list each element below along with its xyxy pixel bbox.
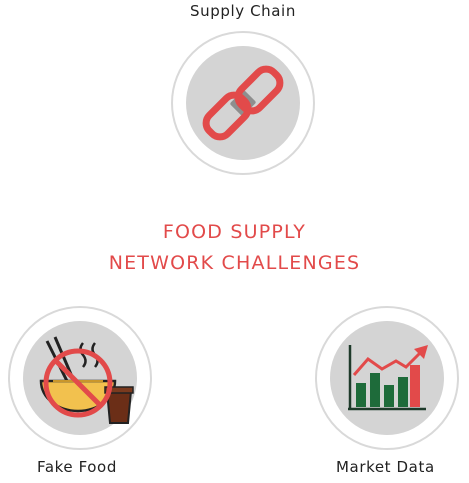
diagram-title: FOOD SUPPLY NETWORK CHALLENGES [0, 217, 469, 279]
fake-food-icon-background [23, 321, 137, 435]
supply-chain-icon-background [186, 46, 300, 160]
title-line-2: NETWORK CHALLENGES [108, 252, 361, 274]
chain-link-icon [202, 65, 284, 141]
no-fake-food-icon [39, 336, 134, 424]
supply-chain-label: Supply Chain [190, 2, 296, 20]
fake-food-label: Fake Food [37, 458, 117, 476]
bar-chart-trend-icon [348, 345, 428, 411]
supply-chain-node [171, 31, 315, 175]
market-data-node [315, 306, 459, 450]
fake-food-node [8, 306, 152, 450]
market-data-label: Market Data [336, 458, 435, 476]
title-line-1: FOOD SUPPLY [162, 221, 307, 243]
market-data-icon-background [330, 321, 444, 435]
